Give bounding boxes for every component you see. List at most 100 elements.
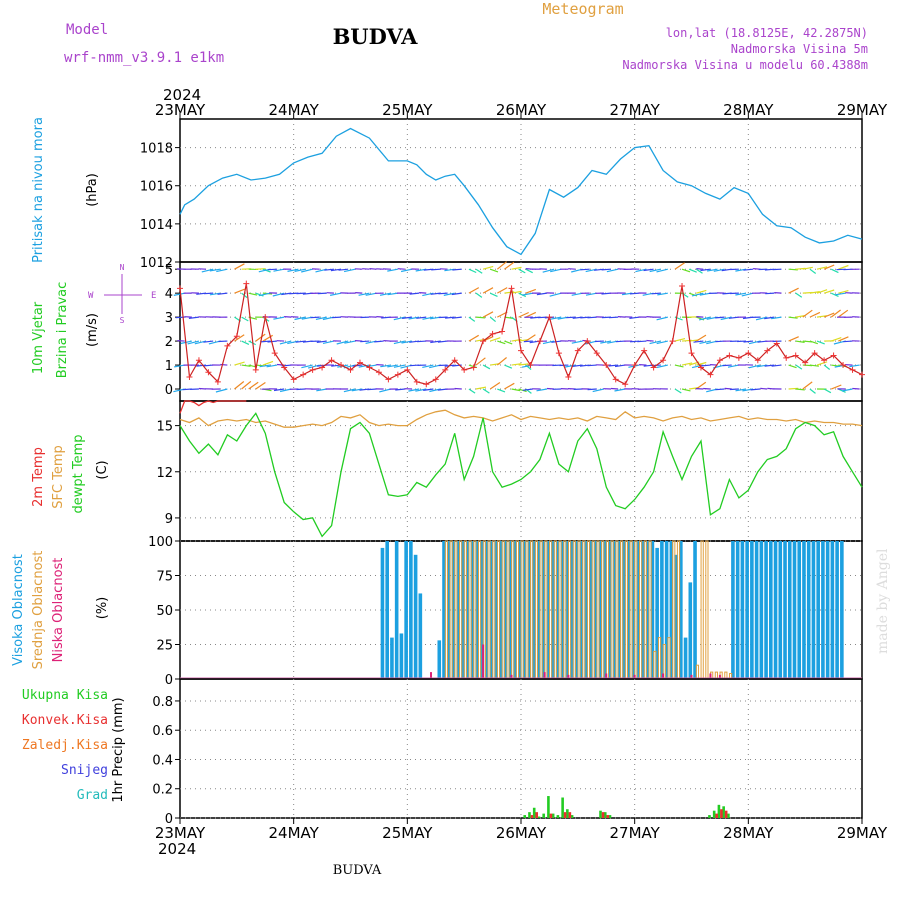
- wind-arrow: [657, 292, 668, 296]
- date-tick-label: 25MAY: [382, 824, 433, 842]
- low-cloud-bar: [662, 673, 665, 679]
- wind-arrow: [482, 311, 494, 318]
- wind-speed-ytick-label: 3: [165, 311, 173, 326]
- wind-arrow: [234, 381, 245, 390]
- elevation-label: Nadmorska Visina 5m: [731, 42, 868, 56]
- high-cloud-bar: [555, 541, 560, 679]
- wind-arrow: [201, 268, 214, 273]
- high-cloud-bar: [480, 541, 484, 679]
- low-cloud-bar: [567, 674, 570, 679]
- wind-arrow: [706, 268, 718, 272]
- wind-arrow: [496, 357, 507, 366]
- wind-arrow: [587, 364, 597, 367]
- wind-arrow: [174, 364, 185, 368]
- wind-arrow: [809, 364, 819, 367]
- wind-arrow: [437, 340, 448, 343]
- coords-label: lon,lat (18.8125E, 42.2875N): [666, 26, 868, 40]
- cloud-label-low: Niska Oblacnost: [51, 558, 66, 663]
- wind-arrow: [637, 340, 647, 343]
- wind-arrow: [187, 340, 200, 345]
- pressure-line: [179, 127, 863, 256]
- year-bottom: 2024: [158, 840, 196, 858]
- wind-arrow: [823, 289, 835, 294]
- high-cloud-bar: [404, 541, 408, 679]
- mid-cloud-bar: [667, 637, 671, 680]
- wind-arrow: [720, 316, 732, 321]
- high-cloud-bar: [617, 541, 622, 679]
- wind-speed-point: [413, 378, 420, 385]
- wind-arrow: [518, 268, 526, 274]
- wind-speed-point: [375, 369, 382, 376]
- wind-arrow: [343, 388, 356, 393]
- wind-dir-north: N: [120, 263, 125, 272]
- wind-speed-point: [423, 381, 430, 388]
- wind-speed-point: [480, 338, 487, 345]
- wind-arrow: [608, 364, 619, 367]
- wind-arrow: [809, 311, 821, 318]
- high-cloud-bar: [679, 541, 683, 679]
- wind-arrow: [788, 387, 799, 390]
- wind-arrow: [248, 340, 256, 346]
- temp2m-line: [179, 400, 247, 414]
- wind-speed-point: [593, 350, 600, 357]
- low-cloud-bar: [633, 674, 636, 679]
- wind-arrow: [387, 364, 398, 368]
- wind-arrow: [468, 268, 477, 274]
- wind-arrow: [615, 340, 626, 343]
- wind-arrow: [816, 340, 825, 345]
- wind-arrow: [816, 361, 828, 366]
- wind-arrow: [387, 292, 398, 296]
- cloud-label-mid: Srednja Oblacnost: [31, 551, 46, 670]
- wind-speed-point: [432, 376, 439, 383]
- mid-cloud-bar: [629, 540, 633, 680]
- high-cloud-bar: [503, 541, 508, 679]
- precip-legend-total: Ukupna Kisa: [22, 688, 108, 703]
- mid-cloud-bar: [506, 540, 510, 680]
- page-title: BUDVA: [333, 24, 419, 49]
- footer-title: BUDVA: [333, 863, 382, 878]
- mid-cloud-bar: [487, 540, 491, 680]
- wind-speed-point: [669, 338, 676, 345]
- model-elevation-label: Nadmorska Visina u modelu 60.4388m: [622, 58, 868, 72]
- wind-arrow: [409, 292, 420, 295]
- mid-cloud-bar: [530, 540, 534, 680]
- total-precip-bar: [570, 815, 574, 818]
- wind-arrow: [173, 292, 185, 296]
- mid-cloud-bar: [596, 540, 600, 680]
- high-cloud-bar: [764, 541, 768, 679]
- wind-arrow: [656, 340, 668, 345]
- wind-arrow: [475, 386, 487, 390]
- wind-arrow: [482, 265, 494, 270]
- wind-arrow: [809, 388, 816, 394]
- high-cloud-bar: [532, 541, 536, 679]
- wind-arrow: [629, 316, 640, 319]
- wind-arrow: [757, 340, 768, 343]
- wind-speed-point: [290, 376, 297, 383]
- wind-arrow: [273, 388, 285, 392]
- wind-arrow: [511, 290, 522, 294]
- wind-arrow: [693, 340, 704, 343]
- wind-arrow: [379, 388, 391, 393]
- wind-arrow: [360, 340, 370, 343]
- wind-speed-point: [555, 350, 562, 357]
- wind-arrow: [831, 337, 842, 342]
- wind-speed-point: [347, 366, 354, 373]
- wind-speed-point: [707, 371, 714, 378]
- date-tick-label: 26MAY: [496, 824, 547, 842]
- wind-arrow: [838, 336, 849, 342]
- wind-arrow: [374, 340, 384, 343]
- wind-arrow: [511, 266, 522, 270]
- wind-arrow: [614, 388, 626, 392]
- mid-cloud-bar: [477, 540, 482, 680]
- wind-direction-legend: N W E S: [88, 263, 156, 325]
- conv-precip-bar: [715, 813, 718, 818]
- wind-arrow: [196, 364, 207, 367]
- date-tick-label: 26MAY: [496, 101, 547, 119]
- wind-speed-point: [442, 366, 449, 373]
- wind-arrow: [381, 316, 391, 319]
- high-cloud-bar: [773, 541, 778, 679]
- high-cloud-bar: [759, 541, 764, 679]
- wind-speed-point: [470, 364, 477, 371]
- wind-arrow: [497, 287, 508, 294]
- model-name: wrf-nmm_v3.9.1 e1km: [64, 50, 224, 66]
